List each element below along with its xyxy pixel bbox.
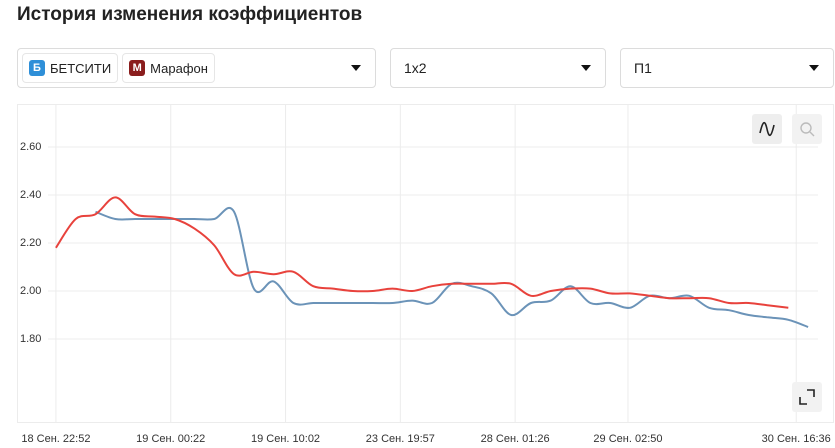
y-tick-label: 2.00 bbox=[20, 285, 41, 297]
x-tick-label: 19 Сен. 00:22 bbox=[136, 433, 205, 445]
y-tick-label: 2.20 bbox=[20, 237, 41, 249]
y-tick-label: 1.80 bbox=[20, 333, 41, 345]
legend-label: БЕТСИТИ bbox=[50, 60, 112, 76]
x-tick-label: 18 Сен. 22:52 bbox=[21, 433, 90, 445]
dropdown-arrow bbox=[809, 65, 819, 71]
x-tick-label: 30 Сен. 16:36 bbox=[762, 433, 831, 445]
fullscreen-button[interactable] bbox=[792, 382, 822, 412]
zoom-button[interactable] bbox=[792, 114, 822, 144]
dropdown-arrow bbox=[351, 65, 361, 71]
market-select[interactable]: 1x2 bbox=[390, 48, 606, 88]
series-line bbox=[55, 196, 789, 309]
legend-label: Марафон bbox=[150, 60, 208, 76]
y-tick-label: 2.60 bbox=[20, 141, 41, 153]
button-icon bbox=[809, 131, 815, 137]
market-label: 1x2 bbox=[404, 60, 427, 76]
y-tick-label: 2.40 bbox=[20, 189, 41, 201]
series-line bbox=[95, 206, 809, 328]
x-tick-label: 23 Сен. 19:57 bbox=[366, 433, 435, 445]
outcome-label: П1 bbox=[634, 60, 652, 76]
outcome-select[interactable]: П1 bbox=[620, 48, 834, 88]
button-icon bbox=[759, 121, 775, 137]
bookmaker-chip[interactable]: Б БЕТСИТИ bbox=[22, 53, 119, 83]
button-bg bbox=[792, 114, 822, 144]
bookmaker-select[interactable]: Б БЕТСИТИ M Марафон bbox=[17, 48, 376, 88]
line-mode-button[interactable] bbox=[752, 114, 782, 144]
button-icon bbox=[799, 389, 815, 405]
x-tick-label: 19 Сен. 10:02 bbox=[251, 433, 320, 445]
x-tick-label: 28 Сен. 01:26 bbox=[481, 433, 550, 445]
x-tick-label: 29 Сен. 02:50 bbox=[593, 433, 662, 445]
dropdown-arrow bbox=[581, 65, 591, 71]
chart-frame bbox=[17, 104, 834, 423]
icon: M bbox=[129, 60, 146, 76]
button-icon bbox=[800, 122, 812, 134]
button-bg bbox=[792, 382, 822, 412]
page-title: История изменения коэффициентов bbox=[17, 4, 363, 25]
icon: Б bbox=[29, 60, 45, 76]
bookmaker-chip[interactable]: M Марафон bbox=[122, 53, 215, 83]
